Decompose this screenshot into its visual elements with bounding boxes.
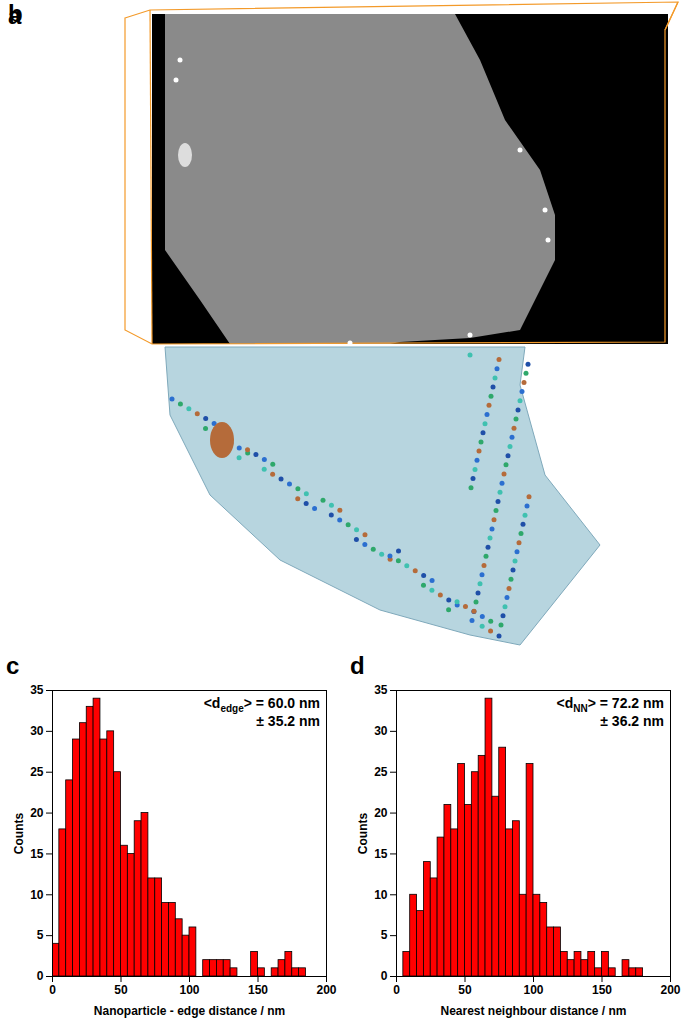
svg-text:50: 50: [458, 983, 472, 997]
svg-text:35: 35: [30, 683, 44, 697]
html-text:d: d: [350, 652, 365, 679]
html-text:b: b: [8, 0, 23, 27]
svg-text:200: 200: [660, 983, 680, 997]
svg-text:0: 0: [49, 983, 56, 997]
svg-text:30: 30: [374, 724, 388, 738]
svg-text:20: 20: [374, 806, 388, 820]
svg-text:200: 200: [316, 983, 336, 997]
html-text:a: a: [8, 2, 22, 29]
svg-text:150: 150: [248, 983, 268, 997]
svg-text:15: 15: [374, 847, 388, 861]
svg-text:35: 35: [374, 683, 388, 697]
svg-text:30: 30: [30, 724, 44, 738]
html-text:c: c: [6, 652, 20, 679]
svg-text:Counts: Counts: [12, 813, 26, 855]
svg-text:0: 0: [37, 969, 44, 983]
svg-text:5: 5: [37, 928, 44, 942]
svg-text:15: 15: [30, 847, 44, 861]
svg-text:20: 20: [30, 806, 44, 820]
svg-text:100: 100: [523, 983, 543, 997]
svg-text:0: 0: [381, 969, 388, 983]
svg-text:± 36.2 nm: ± 36.2 nm: [600, 713, 664, 729]
svg-text:<dNN> = 72.2 nm: <dNN> = 72.2 nm: [557, 695, 664, 714]
svg-text:5: 5: [381, 928, 388, 942]
svg-text:50: 50: [114, 983, 128, 997]
svg-text:<dedge> = 60.0 nm: <dedge> = 60.0 nm: [204, 695, 320, 714]
svg-text:0: 0: [393, 983, 400, 997]
svg-text:25: 25: [30, 765, 44, 779]
svg-text:Counts: Counts: [356, 813, 370, 855]
svg-text:Nanoparticle - edge distance /: Nanoparticle - edge distance / nm: [94, 1004, 285, 1018]
svg-text:10: 10: [374, 888, 388, 902]
svg-text:± 35.2 nm: ± 35.2 nm: [256, 713, 320, 729]
svg-text:Nearest neighbour distance / n: Nearest neighbour distance / nm: [440, 1004, 626, 1018]
svg-text:25: 25: [374, 765, 388, 779]
svg-text:100: 100: [179, 983, 199, 997]
svg-text:10: 10: [30, 888, 44, 902]
svg-text:150: 150: [592, 983, 612, 997]
